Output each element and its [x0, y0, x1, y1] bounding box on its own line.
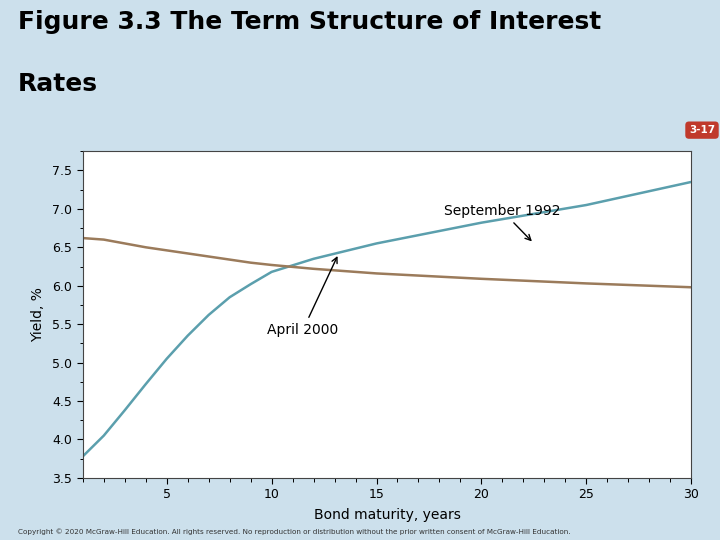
X-axis label: Bond maturity, years: Bond maturity, years: [314, 508, 460, 522]
Text: April 2000: April 2000: [267, 258, 338, 336]
Text: September 1992: September 1992: [444, 204, 561, 240]
Y-axis label: Yield, %: Yield, %: [32, 287, 45, 342]
Text: Copyright © 2020 McGraw-Hill Education. All rights reserved. No reproduction or : Copyright © 2020 McGraw-Hill Education. …: [18, 528, 570, 535]
Text: Figure 3.3 The Term Structure of Interest: Figure 3.3 The Term Structure of Interes…: [18, 10, 601, 34]
Text: Rates: Rates: [18, 72, 98, 96]
Text: 3-17: 3-17: [689, 125, 715, 135]
